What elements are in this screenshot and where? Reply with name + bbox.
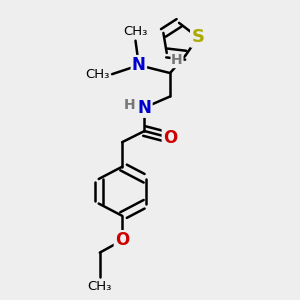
Text: H: H: [171, 53, 183, 68]
Text: S: S: [191, 28, 205, 46]
Text: O: O: [115, 231, 129, 249]
Text: CH₃: CH₃: [85, 68, 110, 81]
Text: N: N: [132, 56, 146, 74]
Text: N: N: [137, 99, 152, 117]
Text: H: H: [124, 98, 136, 112]
Text: CH₃: CH₃: [123, 25, 148, 38]
Text: O: O: [163, 129, 177, 147]
Text: CH₃: CH₃: [88, 280, 112, 293]
